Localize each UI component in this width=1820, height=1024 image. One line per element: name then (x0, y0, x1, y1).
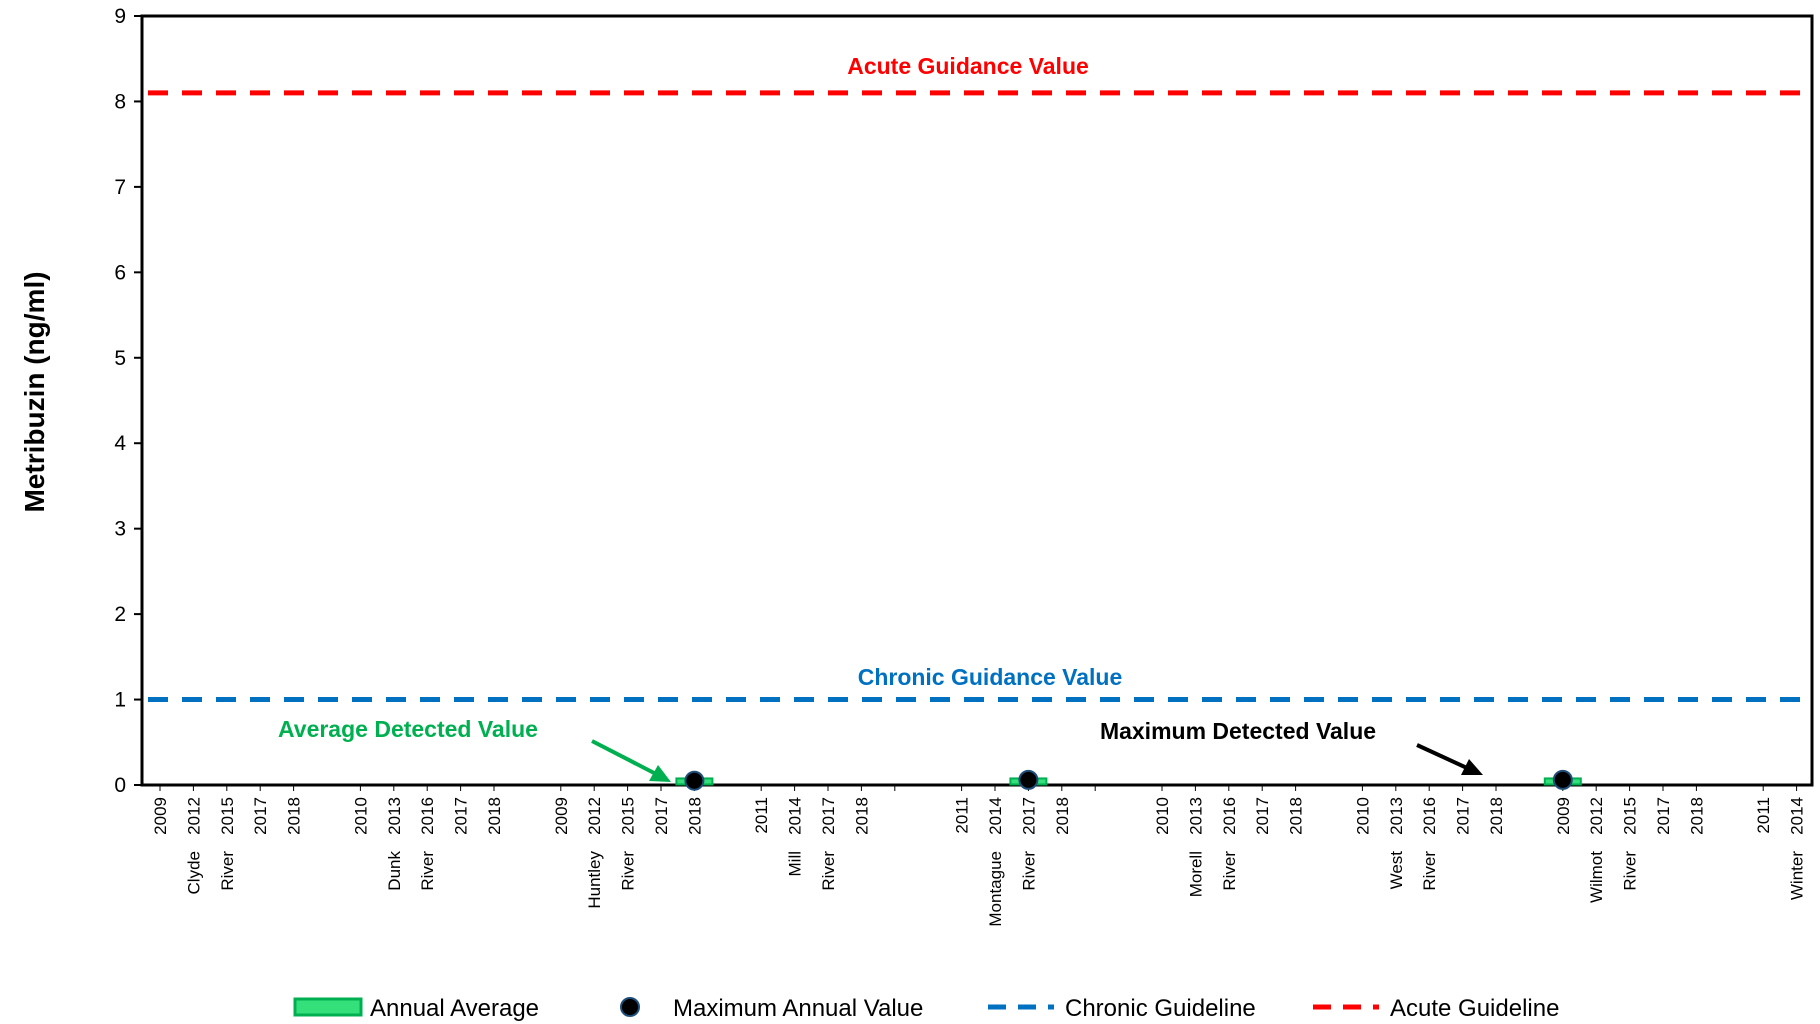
x-tick-label: 2017 (1654, 797, 1673, 835)
x-group-label: River (1621, 851, 1640, 891)
x-tick-label: 2016 (1220, 797, 1239, 835)
average-arrowhead (649, 765, 671, 782)
x-tick-label: 2010 (1153, 797, 1172, 835)
x-tick-label: 2018 (1053, 797, 1072, 835)
x-tick-label: 2017 (1253, 797, 1272, 835)
legend-label-maximum-annual-value: Maximum Annual Value (673, 995, 923, 1022)
x-group-label: Montague (986, 851, 1005, 927)
legend-label-acute-guideline: Acute Guideline (1390, 995, 1559, 1022)
y-axis-ticks: 0 1 2 3 4 5 6 7 8 9 (114, 5, 142, 797)
x-tick-label: 2018 (485, 797, 504, 835)
x-tick-label: 2014 (986, 797, 1005, 835)
x-group-label: River (1420, 851, 1439, 891)
x-group-label: Clyde (184, 851, 203, 894)
x-group-label: River (619, 851, 638, 891)
y-axis-title: Metribuzin (ng/ml) (19, 271, 50, 512)
data-marks (675, 769, 1582, 791)
legend-label-annual-average: Annual Average (370, 995, 539, 1022)
maximum-annual-point (684, 770, 705, 791)
x-group-label: Morell (1186, 851, 1205, 897)
y-tick-label: 0 (114, 774, 126, 797)
y-tick-label: 8 (114, 90, 126, 113)
x-tick-label: 2014 (786, 797, 805, 835)
x-tick-label: 2017 (251, 797, 270, 835)
x-tick-label: 2009 (552, 797, 571, 835)
x-group-label: River (819, 851, 838, 891)
x-tick-label: 2009 (151, 797, 170, 835)
y-tick-label: 1 (114, 689, 126, 712)
y-tick-label: 7 (114, 176, 126, 199)
x-tick-label: 2017 (1019, 797, 1038, 835)
acute-annotation: Acute Guidance Value (847, 53, 1089, 79)
legend-marker-maximum-annual-value (620, 997, 640, 1017)
x-group-label: River (218, 851, 237, 891)
maximum-annotation: Maximum Detected Value (1100, 718, 1376, 744)
maximum-annual-point (1018, 769, 1039, 790)
x-tick-label: 2015 (1621, 797, 1640, 835)
x-group-label: River (1019, 851, 1038, 891)
x-tick-label: 2011 (1754, 797, 1773, 834)
x-tick-label: 2017 (652, 797, 671, 835)
legend-label-chronic-guideline: Chronic Guideline (1065, 995, 1256, 1022)
x-tick-label: 2009 (1554, 797, 1573, 835)
y-tick-label: 4 (114, 432, 126, 455)
legend-item-maximum-annual-value: Maximum Annual Value (620, 995, 923, 1022)
x-tick-label: 2015 (218, 797, 237, 835)
x-group-label: Huntley (585, 851, 604, 909)
x-tick-label: 2018 (285, 797, 304, 835)
x-group-label: Winter (1788, 851, 1807, 900)
x-tick-label: 2016 (418, 797, 437, 835)
maximum-arrowhead (1461, 759, 1483, 775)
x-tick-label: 2016 (1420, 797, 1439, 835)
x-tick-label: 2017 (452, 797, 471, 835)
x-group-label: River (1220, 851, 1239, 891)
x-tick-label: 2012 (585, 797, 604, 835)
y-tick-label: 2 (114, 603, 126, 626)
x-tick-label: 2011 (752, 797, 771, 834)
x-tick-label: 2017 (819, 797, 838, 835)
x-group-label: Wilmot (1587, 851, 1606, 903)
x-tick-label: 2013 (1387, 797, 1406, 835)
legend-swatch-annual-average (293, 997, 363, 1017)
legend-item-chronic-guideline: Chronic Guideline (988, 995, 1256, 1022)
x-tick-label: 2018 (1287, 797, 1306, 835)
x-tick-label: 2018 (1687, 797, 1706, 835)
y-tick-label: 3 (114, 518, 126, 541)
x-group-label: West (1387, 851, 1406, 890)
y-tick-label: 5 (114, 347, 126, 370)
y-tick-label: 6 (114, 261, 126, 284)
x-tick-label: 2018 (852, 797, 871, 835)
guidelines (148, 90, 1808, 703)
y-tick-label: 9 (114, 5, 126, 28)
x-group-label: Dunk (385, 851, 404, 891)
average-arrow (591, 739, 657, 776)
legend: Annual Average Maximum Annual Value Chro… (293, 995, 1559, 1022)
x-tick-label: 2013 (385, 797, 404, 835)
legend-item-annual-average: Annual Average (293, 995, 539, 1022)
x-tick-label: 2018 (685, 797, 704, 835)
x-tick-label: 2010 (351, 797, 370, 835)
x-tick-label: 2013 (1186, 797, 1205, 835)
x-tick-label: 2012 (184, 797, 203, 835)
x-axis-ticks: 2009 2012 Clyde 2015 River 2017 2018 2010 2013 Du… (151, 785, 1807, 927)
x-tick-label: 2015 (619, 797, 638, 835)
x-tick-label: 2014 (1788, 797, 1807, 835)
x-group-label: Mill (786, 851, 805, 877)
plot-area (140, 14, 1814, 787)
maximum-arrow (1416, 743, 1468, 770)
chronic-annotation: Chronic Guidance Value (858, 664, 1123, 690)
x-tick-label: 2010 (1353, 797, 1372, 835)
x-group-label: River (418, 851, 437, 891)
x-tick-label: 2012 (1587, 797, 1606, 835)
x-tick-label: 2017 (1454, 797, 1473, 835)
average-annotation: Average Detected Value (278, 716, 538, 742)
x-tick-label: 2011 (953, 797, 972, 834)
legend-item-acute-guideline: Acute Guideline (1313, 995, 1559, 1022)
x-tick-label: 2018 (1487, 797, 1506, 835)
maximum-annual-point (1552, 769, 1573, 790)
